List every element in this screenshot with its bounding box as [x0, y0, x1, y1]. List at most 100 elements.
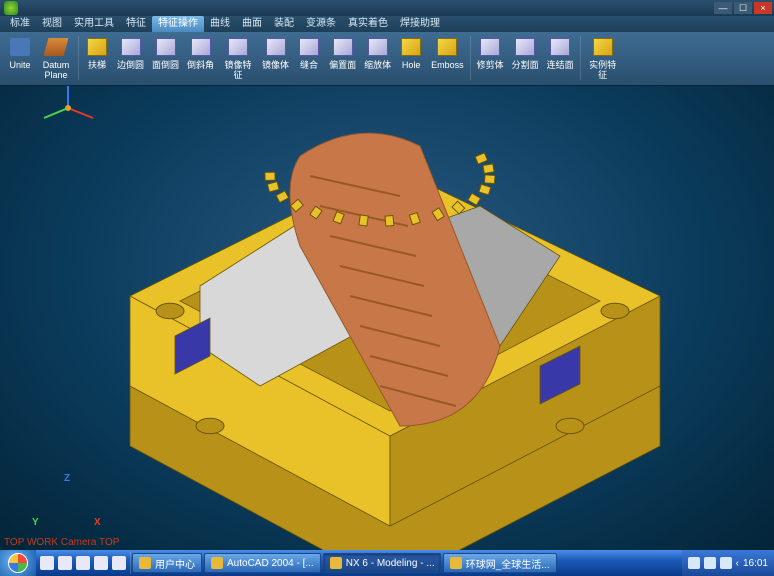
title-bar: — ☐ × — [0, 0, 774, 16]
split-face-button[interactable]: 分割面 — [508, 34, 543, 82]
menu-2[interactable]: 实用工具 — [68, 16, 120, 32]
ribbon-label: 镜像体 — [262, 60, 289, 70]
gen-icon — [480, 38, 500, 56]
gen-icon — [550, 38, 570, 56]
ribbon-label: 连结面 — [547, 60, 574, 70]
ribbon-separator — [78, 36, 79, 80]
hole-button[interactable]: Hole — [395, 34, 427, 82]
ql-icon[interactable] — [112, 556, 126, 570]
gen-icon — [156, 38, 176, 56]
sew-button[interactable]: 缝合 — [293, 34, 325, 82]
start-button[interactable] — [0, 550, 36, 576]
menu-3[interactable]: 特征 — [120, 16, 152, 32]
ribbon-toolbar: Unite DatumPlane 扶梯 边倒圆面倒圆倒斜角镜像特征镜像体 缝合偏置面缩放… — [0, 32, 774, 86]
face-blend-button[interactable]: 面倒圆 — [148, 34, 183, 82]
unite-button[interactable]: Unite — [4, 34, 36, 82]
scale-body-button[interactable]: 缩放体 — [360, 34, 395, 82]
task-user-center[interactable]: 用户中心 — [132, 553, 202, 573]
axis-z-label: Z — [64, 473, 70, 484]
app-icon — [4, 1, 18, 15]
task-label: AutoCAD 2004 - [... — [227, 558, 314, 569]
tray-icon[interactable] — [688, 557, 700, 569]
ribbon-label: 缩放体 — [364, 60, 391, 70]
gen-icon — [299, 38, 319, 56]
edge-blend-button[interactable]: 边倒圆 — [113, 34, 148, 82]
instance-feature-button[interactable]: 实例特征 — [583, 34, 623, 82]
plane-icon — [44, 38, 69, 56]
mirror-body-button[interactable]: 镜像体 — [258, 34, 293, 82]
menu-1[interactable]: 视图 — [36, 16, 68, 32]
ql-icon[interactable] — [94, 556, 108, 570]
ribbon-label: DatumPlane — [40, 60, 72, 80]
tray-icon[interactable] — [720, 557, 732, 569]
unite-icon — [10, 38, 30, 56]
gen-icon — [333, 38, 353, 56]
tray-icon[interactable] — [704, 557, 716, 569]
mirror-feature-button[interactable]: 镜像特征 — [218, 34, 258, 82]
cube-icon — [87, 38, 107, 56]
ql-icon[interactable] — [40, 556, 54, 570]
task-icon — [450, 557, 462, 569]
gen-icon — [191, 38, 211, 56]
extrude-button[interactable]: 扶梯 — [81, 34, 113, 82]
windows-orb-icon — [8, 553, 28, 573]
datum-plane-button[interactable]: DatumPlane — [36, 34, 76, 82]
viewport-3d[interactable]: X Y Z TOP WORK Camera TOP — [0, 86, 774, 550]
gen-icon — [266, 38, 286, 56]
camera-label: TOP WORK Camera TOP — [4, 537, 119, 548]
menu-8[interactable]: 变源条 — [300, 16, 342, 32]
task-icon — [330, 557, 342, 569]
emboss-button[interactable]: Emboss — [427, 34, 468, 82]
ribbon-label: 边倒圆 — [117, 60, 144, 70]
close-button[interactable]: × — [754, 2, 772, 14]
task-nx6[interactable]: NX 6 - Modeling - ... — [323, 553, 441, 573]
task-autocad[interactable]: AutoCAD 2004 - [... — [204, 553, 321, 573]
join-face-button[interactable]: 连结面 — [543, 34, 578, 82]
ribbon-label: Emboss — [431, 60, 464, 70]
ribbon-separator — [580, 36, 581, 80]
menu-9[interactable]: 真实着色 — [342, 16, 394, 32]
system-tray: ‹ 16:01 — [682, 550, 774, 576]
task-label: 环球网_全球生活... — [466, 556, 550, 571]
axis-x-label: X — [94, 517, 101, 528]
gen-icon — [368, 38, 388, 56]
ribbon-label: Unite — [9, 60, 30, 70]
axis-triad — [38, 86, 774, 532]
minimize-button[interactable]: — — [714, 2, 732, 14]
ql-icon[interactable] — [58, 556, 72, 570]
cube-icon — [437, 38, 457, 56]
task-icon — [139, 557, 151, 569]
ribbon-label: 面倒圆 — [152, 60, 179, 70]
menu-0[interactable]: 标准 — [4, 16, 36, 32]
axis-y-label: Y — [32, 517, 39, 528]
menu-7[interactable]: 装配 — [268, 16, 300, 32]
chamfer-button[interactable]: 倒斜角 — [183, 34, 218, 82]
clock[interactable]: 16:01 — [743, 558, 768, 569]
ribbon-label: 分割面 — [512, 60, 539, 70]
cube-icon — [593, 38, 613, 56]
gen-icon — [121, 38, 141, 56]
ribbon-separator — [470, 36, 471, 80]
ribbon-label: 实例特征 — [587, 60, 619, 80]
ribbon-label: 倒斜角 — [187, 60, 214, 70]
menu-bar: 标准视图实用工具特征特征操作曲线曲面装配变源条真实着色焊接助理 — [0, 16, 774, 32]
maximize-button[interactable]: ☐ — [734, 2, 752, 14]
menu-6[interactable]: 曲面 — [236, 16, 268, 32]
task-label: NX 6 - Modeling - ... — [346, 558, 435, 569]
ql-icon[interactable] — [76, 556, 90, 570]
gen-icon — [515, 38, 535, 56]
menu-10[interactable]: 焊接助理 — [394, 16, 446, 32]
ribbon-label: 缝合 — [300, 60, 318, 70]
ribbon-label: Hole — [402, 60, 421, 70]
gen-icon — [228, 38, 248, 56]
quick-launch — [36, 552, 131, 574]
task-browser[interactable]: 环球网_全球生活... — [443, 553, 557, 573]
ribbon-label: 扶梯 — [88, 60, 106, 70]
tray-expand-icon[interactable]: ‹ — [736, 558, 739, 569]
offset-face-button[interactable]: 偏置面 — [325, 34, 360, 82]
menu-5[interactable]: 曲线 — [204, 16, 236, 32]
trim-body-button[interactable]: 修剪体 — [473, 34, 508, 82]
ribbon-label: 镜像特征 — [222, 60, 254, 80]
cube-icon — [401, 38, 421, 56]
menu-4[interactable]: 特征操作 — [152, 16, 204, 32]
